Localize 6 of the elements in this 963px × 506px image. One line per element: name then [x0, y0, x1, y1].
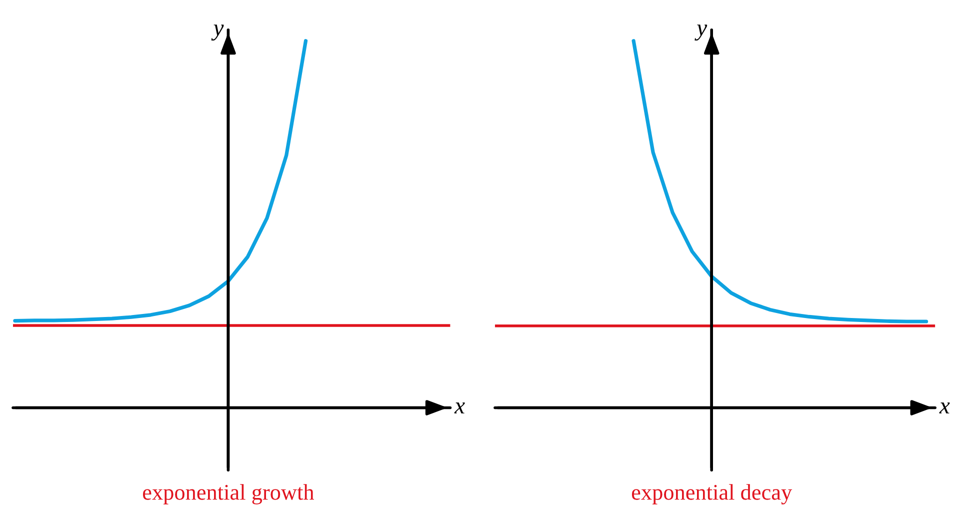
text: exponential growth [142, 484, 314, 504]
y-axis-title: y [694, 24, 708, 41]
x-axis-title: x [454, 402, 465, 414]
text: exponential decay [632, 484, 792, 504]
y-axis-title: y [211, 24, 224, 41]
x-axis-title: x [939, 402, 950, 414]
